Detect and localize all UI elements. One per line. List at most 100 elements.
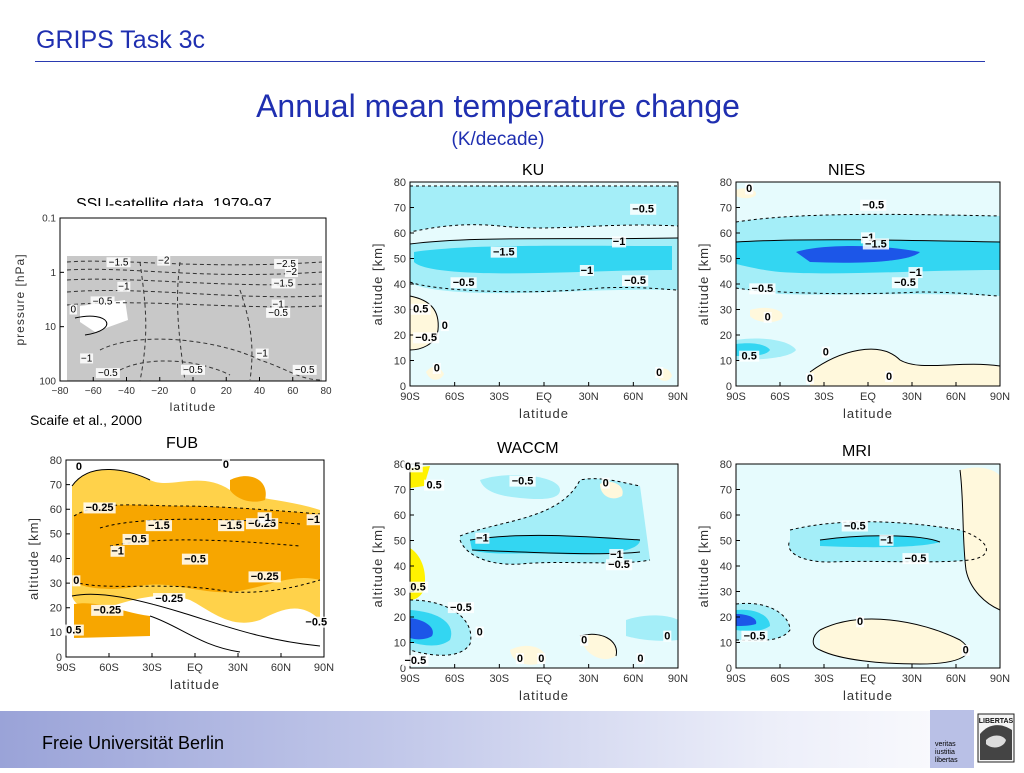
ssu-x-tick-label: −20	[151, 386, 168, 397]
waccm-contour-label-bg	[663, 630, 672, 642]
nies-contour-label-bg	[862, 238, 890, 250]
nies-contour-label: 0.5	[742, 350, 757, 362]
ku-contour-label: −0.5	[415, 332, 437, 344]
mri-x-tick-label: EQ	[860, 673, 876, 685]
mri-y-tick-label: 70	[720, 484, 732, 496]
ku-contour-label-bg	[450, 277, 477, 289]
ku-y-tick-label: 80	[394, 177, 406, 189]
fub-contour-label-bg	[306, 514, 321, 526]
nies-y-tick-label: 0	[726, 381, 732, 393]
nies-contour-label-bg	[805, 373, 814, 385]
waccm-x-tick-label: 30S	[490, 673, 510, 685]
waccm-y-axis-title: altitude [km]	[370, 524, 385, 607]
ku-contour-label-bg	[655, 367, 664, 378]
ku-y-tick-label: 10	[394, 355, 406, 367]
waccm-contour-label: −0.5	[512, 475, 534, 487]
nies-panel-title: NIES	[828, 162, 866, 179]
waccm-x-tick-label: 30N	[579, 673, 599, 685]
motto-line-2: iustitia	[935, 749, 955, 756]
waccm-contour-label: 0.5	[426, 479, 441, 491]
waccm-contour-label: 0.5	[405, 461, 420, 473]
waccm-panel-title: WACCM	[497, 440, 559, 457]
waccm-contour-label: −1	[476, 533, 489, 545]
ssu-contour-label-bg	[274, 258, 299, 269]
fub-contour-label-bg	[91, 604, 124, 616]
fub-contour-label: −1.5	[148, 520, 170, 532]
nies-contour-label: 0	[746, 183, 752, 195]
university-name: Freie Universität Berlin	[42, 733, 225, 753]
mri-contour-label-bg	[879, 534, 894, 546]
ssu-x-axis-title: latitude	[170, 400, 217, 414]
ssu-contour-label: −0.5	[295, 365, 315, 376]
mri-x-tick-label: 60N	[946, 673, 966, 685]
ku-x-tick-label: EQ	[536, 391, 552, 403]
mri-y-tick-label: 60	[720, 510, 732, 522]
ku-x-tick-label: 30N	[579, 391, 599, 403]
ssu-contour-label: −2.5	[276, 259, 296, 270]
waccm-y-tick-label: 40	[394, 561, 406, 573]
waccm-contour-label: −0.5	[405, 655, 427, 667]
nies-x-tick-label: 90S	[726, 391, 746, 403]
nies-y-tick-label: 30	[720, 304, 732, 316]
waccm-x-tick-label: EQ	[536, 673, 552, 685]
ssu-x-tick-label: 60	[287, 386, 299, 397]
waccm-contour-label: 0.5	[410, 581, 425, 593]
ssu-x-tick-label: −80	[52, 386, 69, 397]
ku-y-tick-label: 40	[394, 279, 406, 291]
waccm-contour-label: 0	[538, 653, 544, 665]
ssu-contour-label: −0.5	[268, 308, 288, 319]
fub-y-tick-label: 20	[50, 603, 62, 615]
ku-x-tick-label: 30S	[490, 391, 510, 403]
ssu-contour-label: −1	[272, 300, 284, 311]
nies-contour-label: 0	[886, 371, 892, 383]
fub-contour-label-bg	[303, 616, 330, 628]
ku-y-tick-label: 70	[394, 202, 406, 214]
mri-x-axis-title: latitude	[843, 688, 893, 703]
nies-contour-label-bg	[891, 277, 919, 289]
nies-contour-label-bg	[749, 283, 776, 295]
fub-contour-label: −0.25	[251, 571, 279, 583]
ssu-contour-label: −0.5	[93, 296, 113, 307]
mri-y-axis-title: altitude [km]	[696, 524, 711, 607]
fub-x-tick-label: 60S	[99, 662, 119, 674]
mri-x-tick-label: 90N	[990, 673, 1010, 685]
ssu-contour-label-bg	[292, 364, 317, 375]
waccm-y-tick-label: 0	[400, 663, 406, 675]
fub-contour-label-bg	[110, 545, 125, 557]
fub-contour-label-bg	[181, 553, 209, 565]
ssu-contour-label: −1	[118, 282, 130, 293]
ku-y-tick-label: 50	[394, 253, 406, 265]
ssu-contour-label: −1	[81, 353, 93, 364]
waccm-contour-label-bg	[475, 626, 484, 638]
mri-contour-label: −0.5	[844, 520, 866, 532]
nies-contour-label-bg	[860, 232, 876, 244]
slide-subtitle: (K/decade)	[451, 129, 545, 150]
mri-y-tick-label: 0	[726, 663, 732, 675]
fub-y-tick-label: 0	[56, 652, 62, 664]
nies-x-tick-label: EQ	[860, 391, 876, 403]
ssu-contour-label-bg	[284, 267, 298, 278]
waccm-y-tick-label: 30	[394, 586, 406, 598]
ku-panel-title: KU	[522, 162, 545, 179]
nies-y-tick-label: 60	[720, 228, 732, 240]
waccm-x-tick-label: 90N	[668, 673, 688, 685]
fub-contour-label-bg	[248, 571, 281, 583]
nies-y-tick-label: 10	[720, 355, 732, 367]
ku-contour-label: −0.5	[624, 275, 646, 287]
ssu-contour-label-bg	[69, 304, 78, 315]
nies-contour-label: −0.5	[752, 283, 774, 295]
ssu-y-tick-label: 10	[45, 322, 57, 333]
fub-x-axis-title: latitude	[170, 677, 220, 692]
fub-x-tick-label: 30S	[142, 662, 162, 674]
ssu-contour-label: −1	[256, 349, 268, 360]
fub-contour-label: 0	[73, 575, 79, 587]
waccm-x-tick-label: 90S	[400, 673, 420, 685]
fub-x-tick-label: 60N	[271, 662, 291, 674]
nies-contour-label: −0.5	[862, 200, 884, 212]
nies-contour-label: 0	[823, 346, 829, 358]
header-divider	[35, 61, 985, 62]
fub-contour-label-bg	[153, 593, 186, 605]
motto-line-1: veritas	[935, 741, 956, 748]
